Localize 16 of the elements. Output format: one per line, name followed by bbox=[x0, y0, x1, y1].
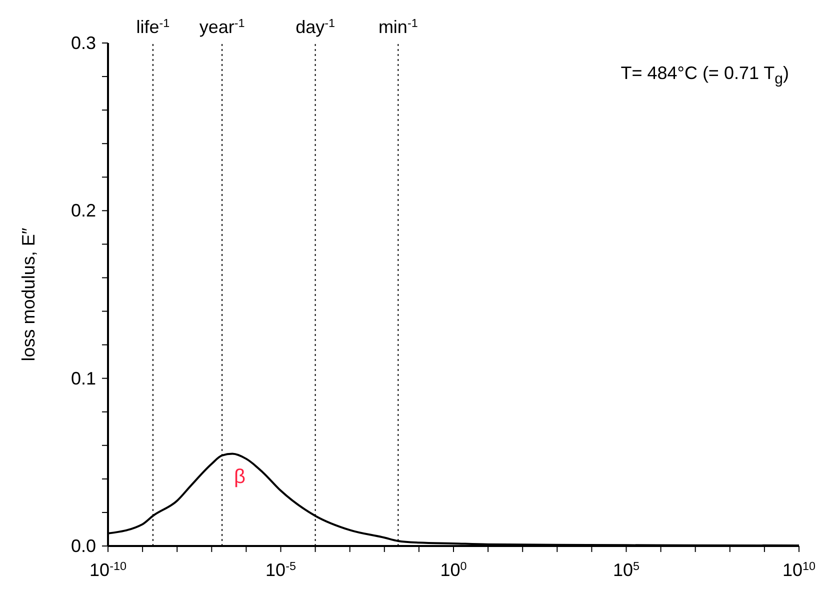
ref-line-label: min$^{-1}$ bbox=[378, 16, 418, 37]
annotation: T= 484°C (= 0.71 T$_{g}$) bbox=[620, 63, 789, 88]
ref-line-label: day$^{-1}$ bbox=[296, 16, 336, 37]
x-tick-label: 10$^{5}$ bbox=[612, 560, 640, 580]
y-tick-label: 0.0 bbox=[70, 536, 96, 556]
ref-line-label: life$^{-1}$ bbox=[136, 16, 170, 37]
ref-line-label: year$^{-1}$ bbox=[199, 16, 245, 37]
x-tick-label: 10$^{10}$ bbox=[782, 560, 816, 580]
x-tick-label: 10$^{-5}$ bbox=[266, 560, 296, 580]
y-tick-label: 0.1 bbox=[70, 368, 96, 388]
y-tick-label: 0.2 bbox=[70, 200, 96, 221]
annotation: β bbox=[234, 466, 246, 489]
y-axis-title: loss modulus, E″ bbox=[18, 227, 38, 362]
y-tick-label: 0.3 bbox=[70, 33, 96, 53]
x-tick-label: 10$^{0}$ bbox=[440, 560, 468, 580]
x-tick-label: 10$^{-10}$ bbox=[90, 560, 127, 580]
